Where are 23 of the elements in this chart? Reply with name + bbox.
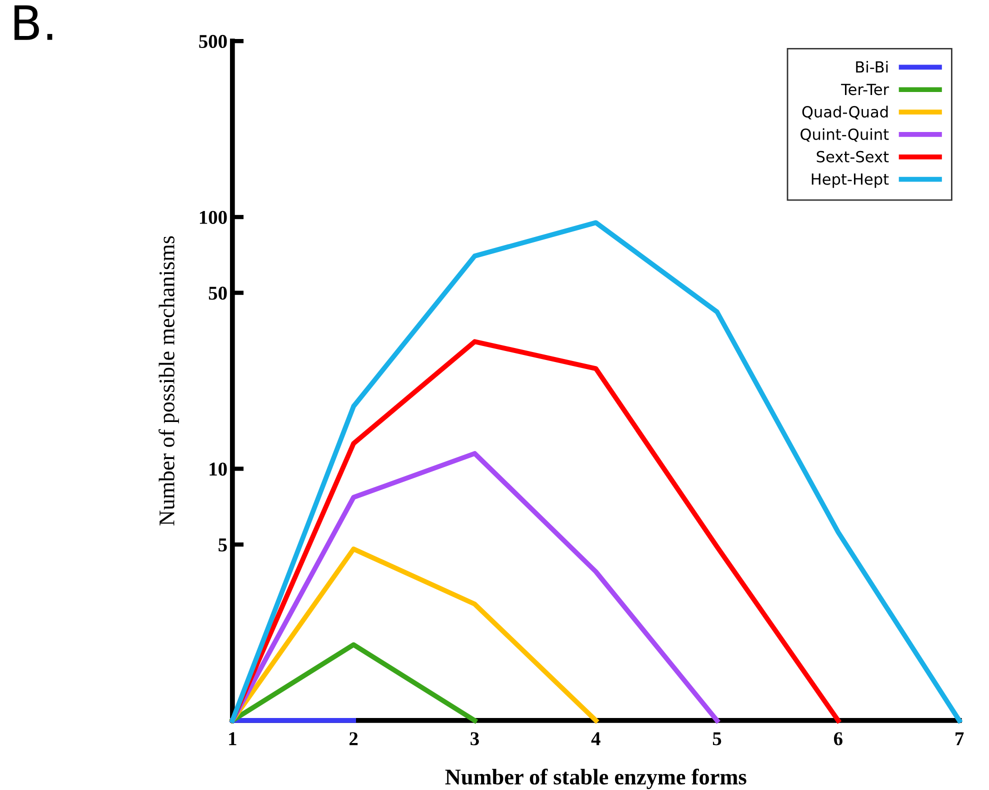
- line-series: [230, 451, 720, 723]
- legend-label: Sext-Sext: [816, 150, 889, 162]
- x-tick-label: 7: [956, 732, 964, 746]
- x-tick-label: 3: [470, 732, 479, 746]
- legend-label: Quad-Quad: [802, 106, 888, 120]
- line-series: [230, 339, 841, 723]
- y-tick-label: 500: [199, 34, 227, 48]
- y-tick-label: 5: [218, 538, 227, 552]
- y-tick-label: 10: [210, 462, 227, 476]
- legend-label: Bi-Bi: [856, 60, 888, 73]
- y-tick-label: 50: [208, 286, 227, 300]
- x-tick-label: 5: [712, 732, 722, 746]
- x-tick-label: 1: [229, 732, 236, 746]
- x-axis-title: Number of stable enzyme forms: [445, 768, 746, 790]
- legend-label: Ter-Ter: [841, 84, 890, 96]
- legend-label: Quint-Quint: [800, 128, 889, 142]
- y-tick-label: 100: [200, 210, 227, 224]
- x-tick-label: 2: [350, 732, 358, 746]
- x-tick-label: 6: [834, 732, 842, 746]
- legend-label: Hept-Hept: [812, 174, 889, 188]
- x-tick-label: 4: [591, 732, 600, 746]
- y-axis-title: Number of possible mechanisms: [158, 236, 179, 526]
- text: B.: [14, 5, 52, 40]
